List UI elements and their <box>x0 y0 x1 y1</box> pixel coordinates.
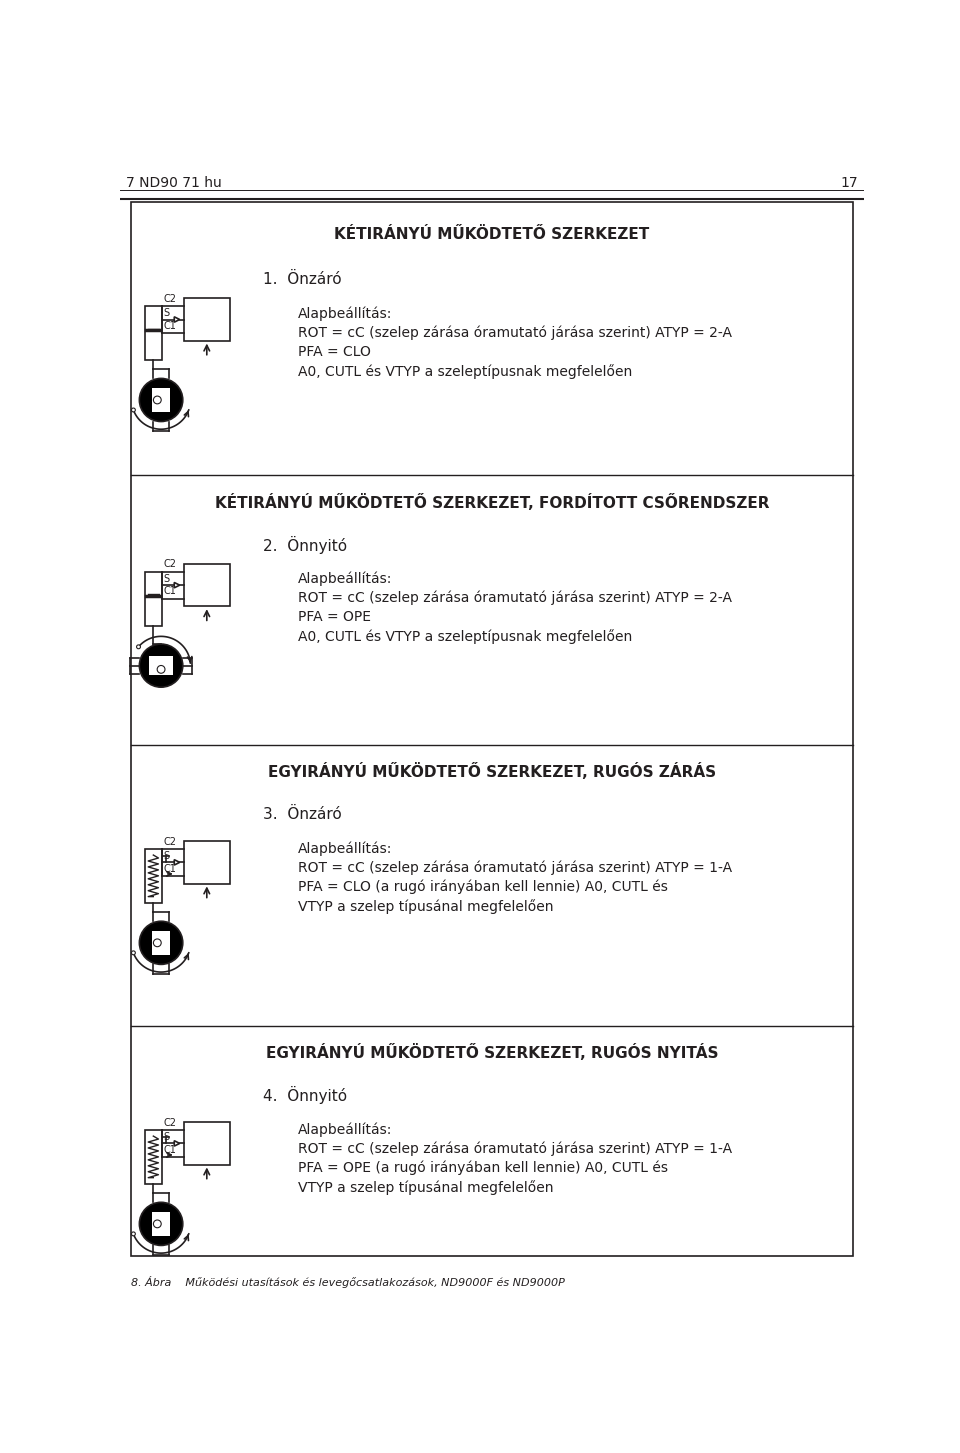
Text: A0, CUTL és VTYP a szeleptípusnak megfelelően: A0, CUTL és VTYP a szeleptípusnak megfel… <box>299 629 633 644</box>
Text: PFA = OPE (a rugó irányában kell lennie) A0, CUTL és: PFA = OPE (a rugó irányában kell lennie)… <box>299 1161 668 1175</box>
Text: KÉTIRÁNYÚ MŰKÖDTETŐ SZERKEZET, FORDÍTOTT CSŐRENDSZER: KÉTIRÁNYÚ MŰKÖDTETŐ SZERKEZET, FORDÍTOTT… <box>215 494 769 511</box>
Circle shape <box>132 408 135 411</box>
Polygon shape <box>175 1141 180 1146</box>
Circle shape <box>154 939 161 947</box>
Text: ROT = cC (szelep zárása óramutató járása szerint) ATYP = 1-A: ROT = cC (szelep zárása óramutató járása… <box>299 860 732 875</box>
Circle shape <box>157 665 165 673</box>
Bar <box>145 307 162 360</box>
Text: S: S <box>163 851 170 860</box>
Text: S: S <box>163 308 170 318</box>
Circle shape <box>154 1221 161 1228</box>
Text: 4.  Önnyitó: 4. Önnyitó <box>263 1087 348 1104</box>
Text: C2: C2 <box>163 1117 177 1128</box>
Text: ROT = cC (szelep zárása óramutató járása szerint) ATYP = 2-A: ROT = cC (szelep zárása óramutató járása… <box>299 591 732 606</box>
Bar <box>152 931 170 955</box>
Text: VTYP a szelep típusánal megfelelően: VTYP a szelep típusánal megfelelően <box>299 1180 554 1194</box>
Bar <box>183 298 230 340</box>
Text: 2.  Önnyitó: 2. Önnyitó <box>263 536 348 554</box>
Polygon shape <box>175 860 180 865</box>
Bar <box>183 564 230 606</box>
Circle shape <box>154 397 161 404</box>
Text: 1.  Önzáró: 1. Önzáró <box>263 272 342 286</box>
Circle shape <box>132 950 135 955</box>
Bar <box>145 849 162 902</box>
Text: S: S <box>163 1132 170 1142</box>
Text: 7 ND90 71 hu: 7 ND90 71 hu <box>126 176 222 190</box>
Text: 3.  Önzáró: 3. Önzáró <box>263 806 342 822</box>
Text: C1: C1 <box>163 321 177 331</box>
Bar <box>149 657 173 674</box>
Text: VTYP a szelep típusánal megfelelően: VTYP a szelep típusánal megfelelően <box>299 899 554 914</box>
Text: C2: C2 <box>163 294 177 304</box>
Text: EGYIRÁNYÚ MŰKÖDTETŐ SZERKEZET, RUGÓS NYITÁS: EGYIRÁNYÚ MŰKÖDTETŐ SZERKEZET, RUGÓS NYI… <box>266 1045 718 1062</box>
Circle shape <box>139 644 182 687</box>
Text: 8. Ábra    Működési utasítások és levegőcsatlakozások, ND9000F és ND9000P: 8. Ábra Működési utasítások és levegőcsa… <box>131 1276 564 1289</box>
Circle shape <box>136 645 140 648</box>
Text: Alapbeállítás:: Alapbeállítás: <box>299 307 393 321</box>
Text: A0, CUTL és VTYP a szeleptípusnak megfelelően: A0, CUTL és VTYP a szeleptípusnak megfel… <box>299 363 633 379</box>
Circle shape <box>139 378 182 421</box>
Bar <box>152 1212 170 1235</box>
Bar <box>183 1122 230 1165</box>
Bar <box>145 571 162 626</box>
Text: ROT = cC (szelep zárása óramutató járása szerint) ATYP = 2-A: ROT = cC (szelep zárása óramutató járása… <box>299 325 732 340</box>
Circle shape <box>139 1202 182 1245</box>
Text: PFA = CLO (a rugó irányában kell lennie) A0, CUTL és: PFA = CLO (a rugó irányában kell lennie)… <box>299 879 668 894</box>
Text: ROT = cC (szelep zárása óramutató járása szerint) ATYP = 1-A: ROT = cC (szelep zárása óramutató járása… <box>299 1142 732 1157</box>
Text: 17: 17 <box>840 176 858 190</box>
Bar <box>183 841 230 883</box>
Polygon shape <box>175 583 180 588</box>
Circle shape <box>139 921 182 965</box>
Text: Alapbeállítás:: Alapbeállítás: <box>299 571 393 586</box>
Text: Alapbeállítás:: Alapbeállítás: <box>299 1122 393 1136</box>
Bar <box>152 388 170 411</box>
Text: C1: C1 <box>163 587 177 596</box>
Text: Alapbeállítás:: Alapbeállítás: <box>299 841 393 856</box>
Text: C2: C2 <box>163 837 177 847</box>
Circle shape <box>132 1232 135 1237</box>
Text: PFA = OPE: PFA = OPE <box>299 610 372 625</box>
Polygon shape <box>175 317 180 323</box>
Text: C2: C2 <box>163 559 177 570</box>
Text: C1: C1 <box>163 1145 177 1155</box>
Text: PFA = CLO: PFA = CLO <box>299 344 372 359</box>
Text: EGYIRÁNYÚ MŰKÖDTETŐ SZERKEZET, RUGÓS ZÁRÁS: EGYIRÁNYÚ MŰKÖDTETŐ SZERKEZET, RUGÓS ZÁR… <box>268 763 716 780</box>
Bar <box>145 1130 162 1184</box>
Text: C1: C1 <box>163 863 177 873</box>
Text: KÉTIRÁNYÚ MŰKÖDTETŐ SZERKEZET: KÉTIRÁNYÚ MŰKÖDTETŐ SZERKEZET <box>334 227 650 241</box>
Text: S: S <box>163 574 170 584</box>
